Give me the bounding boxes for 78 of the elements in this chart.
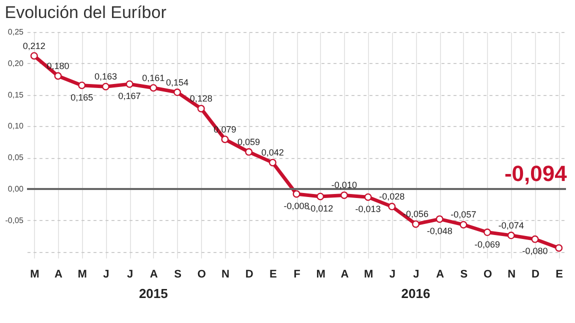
data-label: -0,010 [331, 180, 357, 190]
x-tick-label: F [294, 268, 301, 280]
x-tick-label: M [316, 268, 326, 280]
x-tick-label: S [460, 268, 468, 280]
y-tick-label: 0,25 [8, 28, 24, 36]
x-tick-label: J [126, 268, 134, 280]
point [388, 202, 396, 210]
data-label: 0,161 [142, 72, 165, 83]
data-label: -0,057 [450, 210, 476, 220]
point [555, 244, 563, 252]
data-label: -0,008 [284, 200, 310, 211]
x-tick-label: J [389, 268, 396, 280]
y-tick-label: 0,10 [8, 122, 24, 131]
y-tick-label: 0,05 [8, 153, 24, 162]
x-tick-label: D [245, 268, 254, 280]
data-label: -0,056 [402, 209, 429, 220]
x-tick-label: N [221, 268, 230, 280]
x-tick-label: M [30, 268, 40, 280]
data-label: 0,059 [238, 136, 260, 147]
point [150, 84, 158, 92]
point [30, 52, 38, 60]
x-tick-label: E [269, 268, 277, 280]
point [436, 215, 444, 223]
data-label: 0,042 [261, 148, 284, 158]
x-tick-label: A [436, 268, 444, 280]
point [460, 220, 468, 228]
x-tick-label: J [413, 268, 420, 280]
x-tick-label: D [532, 268, 540, 280]
x-tick-label: J [103, 268, 110, 280]
data-label: -0,012 [308, 203, 334, 214]
y-tick-label: -0,05 [5, 216, 24, 225]
data-label: 0,163 [94, 72, 117, 82]
data-label: 0,212 [22, 40, 46, 51]
point [268, 158, 276, 166]
y-tick-label: 0,20 [8, 58, 24, 68]
x-tick-label: A [54, 268, 63, 280]
data-label: -0,080 [522, 246, 548, 256]
y-tick-label: 0,15 [8, 90, 24, 100]
y-tick-label: 0,00 [8, 184, 24, 194]
x-tick-label: M [364, 268, 374, 280]
data-label: -0,013 [355, 204, 381, 214]
x-tick-label: A [150, 268, 158, 280]
data-label: 0,165 [70, 92, 94, 102]
x-tick-label: A [340, 268, 349, 280]
point [412, 220, 420, 228]
x-tick-label: O [484, 268, 493, 280]
point [292, 190, 300, 198]
data-label: -0,048 [426, 226, 452, 236]
data-label: -0,028 [379, 192, 405, 202]
data-label: -0,094 [504, 160, 568, 186]
data-label: 0,180 [46, 60, 70, 71]
point [102, 82, 110, 90]
data-label: -0,074 [498, 220, 524, 230]
point [173, 88, 182, 96]
point [221, 136, 229, 144]
data-label: 0,128 [190, 94, 212, 104]
chart-title: Evolución del Euríbor [4, 3, 167, 22]
x-tick-label: N [508, 268, 516, 280]
point [484, 228, 492, 236]
text: 2015 [138, 286, 168, 301]
text: 2016 [401, 286, 430, 301]
point [316, 192, 324, 200]
point [531, 235, 539, 243]
point [340, 191, 348, 199]
point [78, 82, 86, 90]
x-tick-label: O [197, 268, 206, 280]
point [54, 72, 62, 80]
point [197, 104, 205, 112]
x-tick-label: E [556, 268, 564, 280]
point [245, 148, 253, 156]
data-label: -0,069 [474, 239, 500, 250]
data-label: 0,167 [118, 91, 141, 102]
data-label: 0,154 [166, 77, 189, 88]
point [364, 193, 372, 201]
point [126, 80, 134, 88]
point [507, 232, 515, 240]
x-tick-label: S [174, 268, 182, 280]
x-tick-label: M [78, 268, 87, 280]
